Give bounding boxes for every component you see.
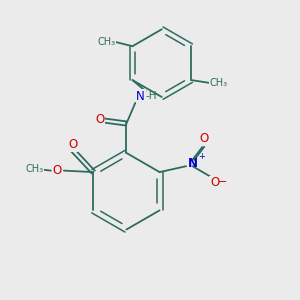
Text: -H: -H: [146, 92, 157, 101]
Text: −: −: [218, 177, 228, 187]
Text: CH₃: CH₃: [209, 78, 227, 88]
Text: O: O: [210, 176, 219, 190]
Text: +: +: [198, 152, 205, 161]
Text: CH₃: CH₃: [25, 164, 44, 174]
Text: N: N: [188, 157, 198, 170]
Text: O: O: [68, 138, 77, 151]
Text: O: O: [53, 164, 62, 177]
Text: O: O: [199, 132, 208, 145]
Text: O: O: [95, 112, 105, 126]
Text: N: N: [136, 90, 145, 103]
Text: CH₃: CH₃: [98, 37, 116, 47]
